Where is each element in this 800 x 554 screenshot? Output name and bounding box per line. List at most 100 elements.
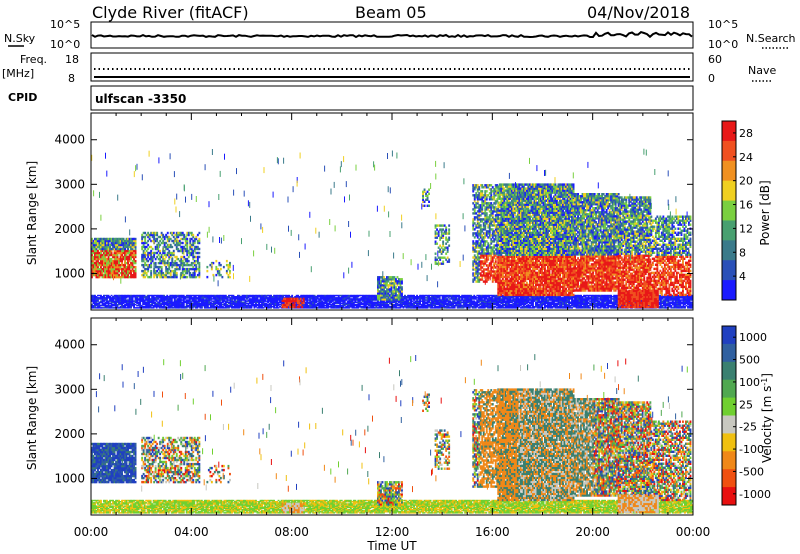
scatter-cell	[304, 304, 307, 307]
scatter-cell	[128, 301, 131, 303]
scatter-cell	[147, 231, 150, 235]
scatter-cell	[280, 299, 283, 301]
scatter-cell	[115, 302, 117, 305]
scatter-cell	[92, 267, 95, 271]
scatter-cell	[240, 296, 242, 298]
scatter-cell	[128, 306, 131, 308]
scatter-cell	[174, 269, 177, 273]
scatter-cell	[98, 271, 101, 275]
scatter-cell	[224, 307, 227, 309]
scatter-cell	[95, 300, 98, 302]
scatter-cell	[336, 299, 339, 301]
scatter-cell	[118, 265, 120, 269]
scatter-cell	[171, 239, 174, 243]
scatter-cell	[169, 253, 172, 257]
scatter-cell	[354, 299, 357, 301]
scatter-cell	[115, 275, 117, 279]
nsky-tick-high: 10^5	[50, 18, 80, 31]
scatter-cell	[229, 263, 231, 267]
scatter-cell	[115, 241, 117, 245]
scatter-cell	[188, 294, 191, 297]
scatter-cell	[128, 257, 131, 261]
scatter-cell	[277, 296, 280, 298]
scatter-cell	[124, 299, 126, 301]
scatter-cell	[113, 245, 116, 249]
scatter-cell	[164, 306, 167, 308]
scatter-cell	[342, 296, 345, 298]
scatter-cell	[92, 301, 95, 303]
scatter-cell	[110, 302, 113, 305]
scatter-cell	[187, 306, 190, 308]
scatter-cell	[131, 303, 134, 306]
scatter-cell	[140, 299, 143, 301]
scatter-cell	[131, 301, 134, 303]
scatter-cell	[271, 298, 274, 300]
scatter-cell	[309, 303, 312, 306]
scatter-cell	[94, 249, 96, 253]
scatter-cell	[202, 294, 205, 297]
scatter-cell	[349, 302, 352, 305]
scatter-cell	[192, 275, 195, 279]
scatter-cell	[196, 307, 199, 309]
scatter-cell	[131, 245, 134, 249]
scatter-cell	[94, 302, 96, 305]
scatter-cell	[256, 299, 259, 301]
scatter-cell	[162, 273, 165, 277]
scatter-cell	[258, 299, 260, 301]
scatter-cell	[103, 267, 105, 271]
scatter-cell	[171, 253, 174, 257]
scatter-cell	[209, 307, 212, 309]
scatter-cell	[203, 297, 206, 299]
scatter-cell	[157, 294, 160, 297]
scatter-cell	[97, 303, 99, 306]
scatter-cell	[146, 303, 149, 306]
scatter-cell	[145, 249, 148, 253]
scatter-cell	[175, 302, 178, 305]
scatter-cell	[133, 257, 135, 261]
scatter-cell	[277, 304, 280, 307]
scatter-cell	[193, 294, 196, 297]
scatter-cell	[274, 307, 277, 309]
scatter-cell	[143, 301, 146, 303]
scatter-cell	[107, 267, 110, 271]
scatter-cell	[215, 265, 218, 269]
scatter-cell	[196, 259, 199, 263]
scatter-cell	[309, 296, 312, 298]
scatter-cell	[250, 299, 253, 301]
scatter-cell	[352, 307, 355, 309]
scatter-cell	[125, 297, 128, 299]
scatter-cell	[118, 247, 120, 251]
scatter-cell	[95, 261, 98, 265]
scatter-cell	[146, 297, 149, 299]
scatter-cell	[334, 304, 337, 307]
scatter-cell	[101, 297, 104, 299]
scatter-cell	[193, 247, 196, 251]
scatter-cell	[351, 298, 354, 300]
scatter-cell	[333, 301, 336, 303]
scatter-cell	[193, 303, 196, 306]
scatter-cell	[229, 302, 232, 305]
scatter-cell	[170, 303, 173, 306]
scatter-cell	[113, 294, 116, 297]
scatter-cell	[184, 263, 187, 267]
scatter-cell	[127, 237, 129, 241]
scatter-cell	[122, 294, 125, 297]
scatter-cell	[223, 307, 226, 309]
scatter-cell	[110, 271, 113, 275]
scatter-cell	[336, 297, 339, 299]
scatter-cell	[196, 241, 199, 245]
scatter-cell	[232, 306, 235, 308]
scatter-cell	[313, 301, 316, 303]
scatter-cell	[107, 275, 110, 279]
scatter-cell	[217, 297, 220, 299]
scatter-cell	[214, 307, 217, 309]
scatter-cell	[274, 303, 277, 306]
scatter-cell	[112, 239, 114, 243]
scatter-cell	[128, 251, 131, 255]
scatter-cell	[319, 307, 322, 309]
scatter-cell	[185, 307, 188, 309]
scatter-cell	[205, 304, 208, 307]
scatter-cell	[133, 273, 135, 277]
scatter-cell	[313, 300, 316, 302]
